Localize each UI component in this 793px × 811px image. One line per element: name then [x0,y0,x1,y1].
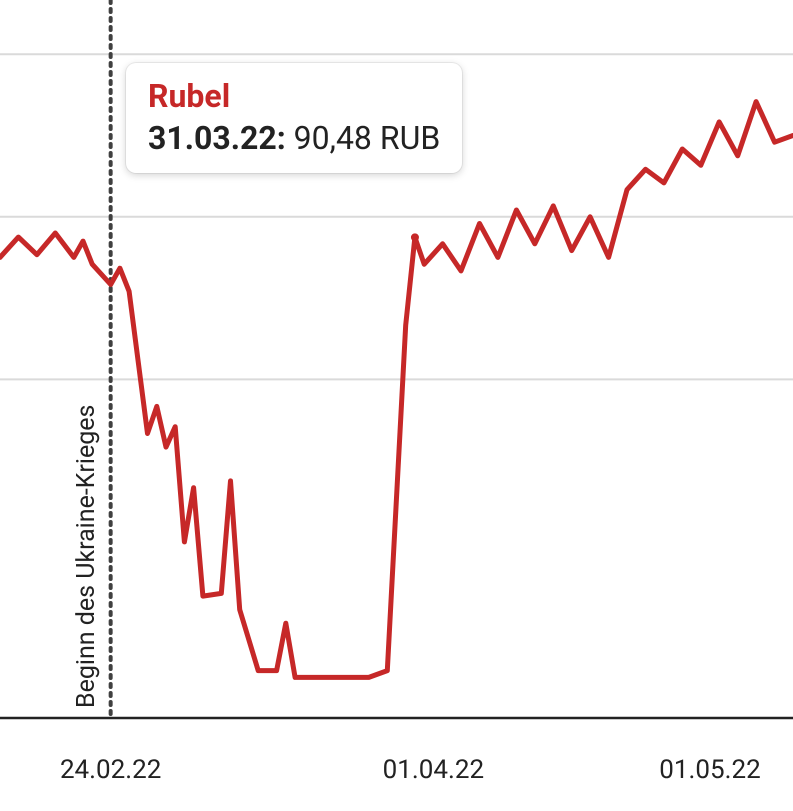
x-tick-label: 24.02.22 [60,755,161,785]
chart-container: Beginn des Ukraine-Krieges 24.02.22 01.04… [0,0,793,811]
x-tick-label: 01.05.22 [659,755,760,785]
line-chart [0,0,793,811]
x-tick-label: 01.04.22 [383,755,484,785]
event-marker-label: Beginn des Ukraine-Krieges [72,405,101,708]
